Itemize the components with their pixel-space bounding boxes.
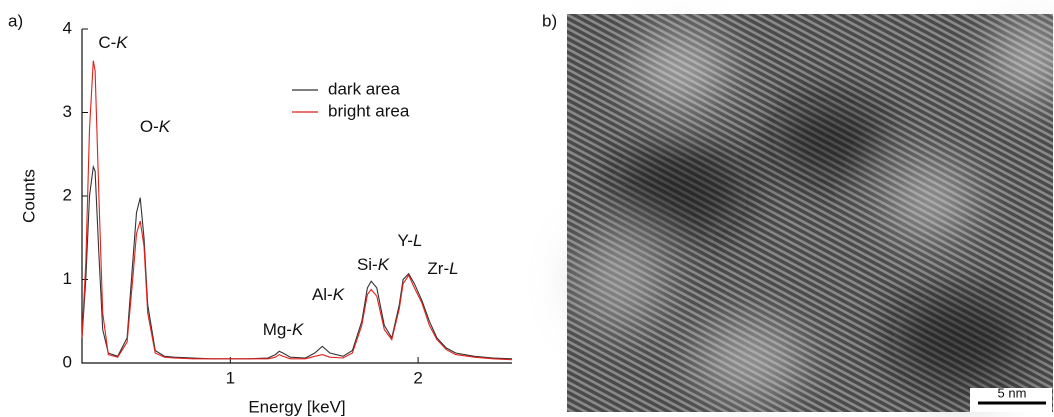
peak-label: O-K (140, 117, 171, 136)
y-tick-label: 2 (63, 185, 72, 204)
tem-image: 5 nm (567, 14, 1054, 412)
peak-line: K (116, 33, 128, 52)
peak-element: Si- (357, 255, 378, 274)
x-tick-label: 2 (413, 368, 422, 387)
peak-line: K (292, 320, 304, 339)
peak-element: Mg- (263, 320, 292, 339)
y-tick-label: 1 (63, 269, 72, 288)
x-axis-label: Energy [keV] (248, 397, 345, 416)
y-axis-label: Counts (19, 169, 38, 223)
panel-label: a) (8, 11, 23, 30)
peak-label: Al-K (312, 285, 345, 304)
peak-element: O- (140, 117, 159, 136)
peak-line: K (378, 255, 390, 274)
peak-element: C- (98, 33, 116, 52)
x-tick-label: 1 (226, 368, 235, 387)
peak-element: Zr- (427, 259, 449, 278)
series-line (81, 60, 513, 361)
peak-line: K (159, 117, 171, 136)
peak-line: K (333, 285, 345, 304)
peak-element: Al- (312, 285, 333, 304)
peak-line: L (449, 259, 458, 278)
peak-element: Y- (398, 231, 413, 250)
peak-label: Si-K (357, 255, 390, 274)
axis-frame (81, 29, 512, 364)
y-tick-label: 0 (63, 352, 72, 371)
peak-label: Mg-K (263, 320, 304, 339)
y-tick-label: 4 (63, 18, 72, 37)
legend-label: bright area (328, 101, 410, 120)
peak-label: Y-L (398, 231, 423, 250)
legend-label: dark area (328, 79, 400, 98)
scale-bar-label: 5 nm (998, 385, 1027, 400)
y-tick-label: 3 (63, 102, 72, 121)
peak-line: L (413, 231, 422, 250)
series-line (81, 164, 513, 360)
panel-label: b) (542, 11, 557, 30)
peak-label: C-K (98, 33, 128, 52)
peak-label: Zr-L (427, 259, 458, 278)
